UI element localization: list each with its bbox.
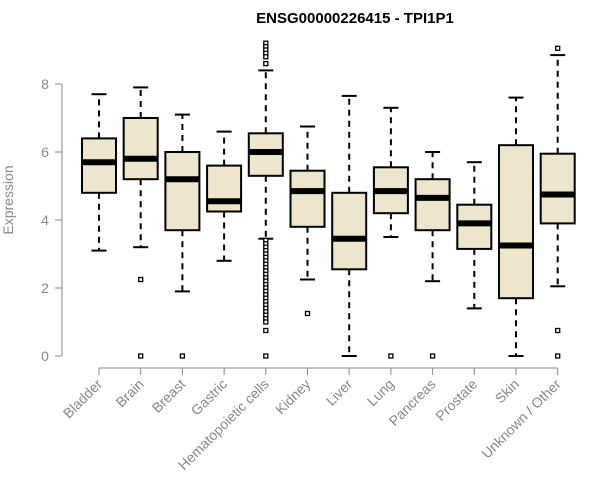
x-tick-label: Bladder bbox=[60, 376, 106, 422]
y-axis: 0 2 4 6 8 bbox=[41, 76, 63, 364]
box-liver bbox=[331, 94, 368, 357]
box-iqr bbox=[289, 169, 326, 228]
box-lung bbox=[372, 106, 409, 359]
box-prostate bbox=[456, 161, 493, 310]
outlier-point bbox=[304, 310, 311, 317]
outlier-point bbox=[555, 353, 561, 359]
box-iqr bbox=[164, 151, 201, 232]
box-iqr bbox=[122, 117, 159, 181]
chart-title: ENSG00000226415 - TPI1P1 bbox=[256, 10, 454, 27]
box-iqr bbox=[81, 137, 117, 194]
outlier-point bbox=[138, 353, 144, 359]
x-tick-label: Kidney bbox=[272, 376, 314, 418]
box-iqr bbox=[414, 178, 451, 232]
box-pancreas bbox=[414, 151, 451, 359]
box-bladder bbox=[81, 93, 117, 252]
y-tick-label: 0 bbox=[41, 348, 49, 364]
x-tick-label: Skin bbox=[492, 376, 523, 407]
box-iqr bbox=[539, 152, 576, 225]
box-iqr bbox=[498, 144, 534, 300]
box-kidney bbox=[289, 125, 326, 317]
y-axis-label: Expression bbox=[0, 165, 16, 234]
box-iqr bbox=[456, 203, 493, 250]
y-tick-label: 8 bbox=[41, 76, 49, 92]
y-tick-label: 6 bbox=[41, 144, 49, 160]
outlier-point bbox=[555, 45, 561, 51]
box-breast bbox=[164, 113, 201, 359]
box-hematopoietic-cells bbox=[247, 40, 284, 359]
box-brain bbox=[122, 86, 159, 359]
box-iqr bbox=[206, 164, 243, 213]
box-gastric bbox=[206, 130, 243, 262]
outlier-point bbox=[388, 353, 394, 359]
box-skin bbox=[498, 96, 534, 357]
outlier-point bbox=[263, 54, 269, 60]
outlier-point bbox=[263, 353, 269, 359]
y-tick-label: 2 bbox=[41, 280, 49, 296]
x-tick-label: Lung bbox=[364, 376, 397, 409]
box-iqr bbox=[331, 191, 368, 271]
outlier-point bbox=[263, 319, 269, 325]
box-unknown-other bbox=[539, 45, 576, 359]
outlier-point bbox=[263, 60, 269, 67]
x-tick-label: Liver bbox=[323, 376, 356, 409]
x-tick-label: Brain bbox=[112, 376, 146, 410]
outlier-point bbox=[179, 353, 186, 359]
outlier-point bbox=[263, 327, 269, 334]
x-tick-label: Breast bbox=[149, 376, 189, 416]
x-tick-label: Prostate bbox=[432, 376, 480, 424]
boxes-group bbox=[81, 40, 576, 359]
outlier-point bbox=[138, 276, 144, 283]
outlier-point bbox=[555, 327, 561, 334]
y-tick-label: 4 bbox=[41, 212, 49, 228]
x-tick-label: Unknown / Other bbox=[478, 376, 564, 462]
outlier-point bbox=[429, 353, 436, 359]
